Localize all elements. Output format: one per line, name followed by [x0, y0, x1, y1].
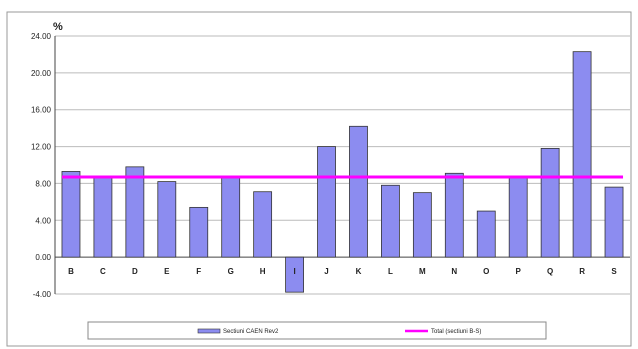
x-tick-label: F [196, 267, 201, 276]
x-tick-label: C [100, 267, 106, 276]
y-tick-label: 0.00 [35, 253, 51, 262]
x-tick-label: D [132, 267, 138, 276]
bar-F [189, 206, 209, 258]
bar-S [604, 186, 624, 258]
legend-line-label: Total (sectiuni B-S) [431, 329, 481, 335]
x-tick-label: S [611, 267, 617, 276]
x-tick-label: N [451, 267, 457, 276]
bar-E [157, 181, 177, 258]
bar-series [61, 51, 624, 293]
y-tick-label: 8.00 [35, 179, 51, 188]
x-tick-label: Q [547, 267, 553, 276]
legend: Sectiuni CAEN Rev2 Total (sectiuni B-S) [87, 321, 547, 340]
y-tick-label: 20.00 [31, 69, 52, 78]
bar-M [412, 192, 432, 258]
y-tick-label: 4.00 [35, 216, 51, 225]
y-axis-ticks: 24.00 20.00 16.00 12.00 8.00 4.00 0.00 -4.00 [31, 32, 52, 299]
bar-D [125, 166, 145, 258]
x-tick-label: B [68, 267, 74, 276]
bar-O [476, 210, 496, 258]
x-axis-labels: B C D E F G H I J K L M N O P Q R S [68, 267, 617, 276]
x-tick-label: L [388, 267, 393, 276]
bar-J [317, 146, 336, 258]
bar-G [221, 177, 241, 258]
x-tick-label: M [419, 267, 426, 276]
x-tick-label: J [324, 267, 328, 276]
x-tick-label: H [260, 267, 266, 276]
legend-box [87, 321, 547, 340]
x-tick-label: I [293, 267, 295, 276]
y-axis-title: % [53, 21, 63, 33]
x-tick-label: P [516, 267, 522, 276]
bar-K [349, 125, 368, 258]
bar-I [285, 256, 304, 293]
bar-N [444, 172, 464, 258]
x-tick-label: E [164, 267, 170, 276]
x-tick-label: G [228, 267, 234, 276]
bar-P [508, 175, 528, 258]
bar-C [93, 175, 113, 258]
bar-L [381, 184, 400, 258]
y-tick-label: -4.00 [33, 290, 52, 299]
y-tick-label: 16.00 [31, 106, 52, 115]
legend-bar-swatch [197, 328, 221, 334]
y-tick-label: 12.00 [31, 143, 52, 152]
x-tick-label: R [579, 267, 585, 276]
x-tick-label: K [356, 267, 362, 276]
x-tick-label: O [483, 267, 489, 276]
bar-Q [540, 148, 560, 258]
y-tick-label: 24.00 [31, 32, 52, 41]
legend-bar-label: Sectiuni CAEN Rev2 [223, 329, 279, 335]
bar-H [253, 191, 273, 258]
bar-R [572, 51, 592, 258]
bar-B [61, 171, 81, 258]
grid-lines [54, 35, 630, 295]
